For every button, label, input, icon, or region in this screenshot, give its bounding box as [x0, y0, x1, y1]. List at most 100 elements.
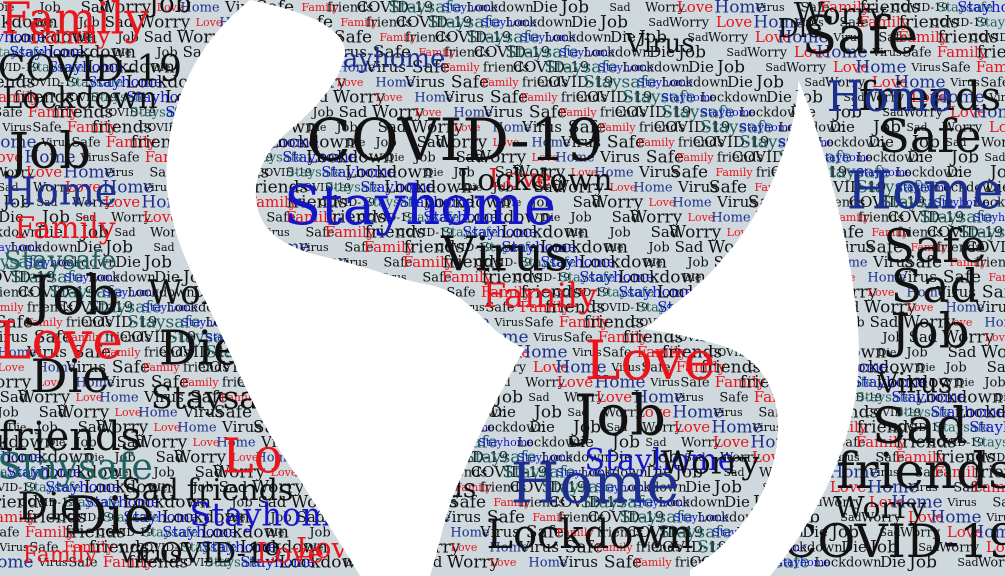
filler-word: Love	[908, 508, 944, 526]
filler-word: Home	[816, 43, 867, 63]
filler-word: Virus	[712, 406, 743, 419]
filler-word: Family	[181, 376, 219, 389]
filler-word: COVID-19	[319, 196, 375, 209]
filler-word: COVID-19	[654, 118, 731, 136]
filler-word: Safe	[680, 376, 709, 391]
cloud-word: Family	[483, 276, 599, 316]
filler-word: Die	[985, 178, 1005, 196]
filler-word: Lockdown	[934, 181, 1002, 196]
filler-word: Virus	[443, 88, 484, 106]
filler-word: Die	[917, 361, 936, 374]
filler-word: Job	[754, 73, 784, 93]
filler-word: Staysafe	[25, 481, 81, 496]
cloud-word: Lockdown	[457, 163, 612, 198]
filler-word: Virus	[949, 76, 980, 89]
filler-word: friends	[897, 226, 943, 241]
filler-word: Love	[76, 391, 103, 404]
filler-word: Home	[531, 136, 570, 151]
filler-word: Love	[947, 523, 983, 541]
filler-word: Family	[0, 508, 37, 526]
filler-word: Safe	[190, 388, 228, 408]
filler-word: COVID-19	[510, 478, 587, 496]
cloud-word: Worry	[834, 491, 927, 526]
filler-word: COVID-19	[931, 16, 987, 29]
filler-word: Lockdown	[619, 481, 687, 496]
filler-word: COVID-19	[435, 28, 512, 46]
filler-word: Sad	[645, 436, 666, 449]
filler-word: Virus	[557, 553, 598, 571]
filler-word: Staysafe	[466, 28, 539, 48]
filler-word: Family	[142, 361, 180, 374]
filler-word: Love	[610, 181, 637, 194]
filler-word: Staysafe	[817, 163, 890, 183]
filler-word: Safe	[670, 163, 708, 183]
filler-word: Safe	[526, 523, 564, 543]
filler-word: Worry	[645, 1, 686, 16]
filler-word: Staysafe	[67, 76, 123, 91]
filler-word: Virus	[0, 541, 29, 554]
filler-word: Virus	[560, 133, 601, 151]
filler-word: Sad	[78, 418, 107, 436]
filler-word: Safe	[29, 541, 58, 556]
filler-word: Die	[568, 433, 594, 451]
filler-word: Stayhome	[103, 286, 158, 299]
filler-word: Family	[556, 526, 594, 539]
filler-word: Worry	[720, 451, 761, 466]
cloud-word: Family	[14, 211, 115, 246]
filler-word: Love	[946, 316, 973, 329]
cloud-word: Home	[827, 72, 954, 121]
filler-word: friends	[636, 541, 682, 556]
filler-word: friends	[936, 241, 982, 256]
filler-word: Virus	[79, 151, 110, 164]
filler-word: Die	[529, 418, 555, 436]
cloud-word: Sad	[872, 397, 968, 455]
filler-word: Lockdown	[541, 451, 609, 466]
filler-word: Die	[646, 463, 672, 481]
filler-word: COVID-19	[97, 526, 153, 539]
filler-word: Die	[605, 241, 624, 254]
filler-word: Safe	[719, 391, 748, 406]
filler-word: Family	[949, 256, 987, 269]
filler-word: COVID-19	[514, 271, 570, 284]
filler-word: friends	[717, 151, 763, 166]
filler-word: COVID-19	[0, 481, 36, 494]
filler-word: Home	[102, 178, 153, 198]
filler-word: Virus	[754, 1, 785, 14]
filler-word: COVID-19	[474, 43, 551, 61]
filler-word: Home	[633, 388, 684, 408]
cloud-word: COVID-19	[138, 537, 281, 570]
filler-word: COVID-19	[471, 463, 548, 481]
filler-word: Job	[685, 256, 708, 271]
filler-word: Safe	[529, 103, 567, 123]
filler-word: Stayhome	[0, 448, 43, 466]
filler-word: COVID-19	[592, 301, 648, 314]
filler-word: Sad	[882, 106, 903, 119]
filler-word: Staysafe	[502, 463, 575, 483]
filler-word: Staysafe	[937, 1, 993, 16]
cloud-word: Love	[256, 537, 324, 570]
filler-word: Die	[907, 148, 933, 166]
filler-word: Love	[907, 301, 934, 314]
cloud-word: Lockdown	[487, 512, 694, 558]
filler-word: Stayhome	[637, 76, 692, 89]
filler-word: Stayhome	[321, 163, 397, 181]
filler-word: Die	[571, 13, 597, 31]
filler-word: Worry	[72, 196, 113, 211]
cloud-word: Stayhome	[584, 443, 735, 478]
filler-word: Die	[956, 376, 975, 389]
filler-word: Die	[683, 271, 702, 284]
filler-word: Sad	[378, 118, 407, 136]
filler-word: Worry	[447, 553, 500, 573]
filler-word: COVID-19	[966, 238, 1005, 256]
filler-word: friends	[597, 526, 643, 541]
filler-word: Die	[386, 151, 405, 164]
filler-word: Lockdown	[0, 226, 39, 241]
filler-word: Lockdown	[9, 28, 97, 48]
filler-word: COVID-19	[537, 73, 614, 91]
filler-word: Love	[571, 166, 598, 179]
filler-word: Die	[727, 73, 753, 91]
cloud-word: Love	[489, 164, 552, 194]
filler-word: Love	[493, 136, 520, 149]
filler-word: Family	[598, 121, 636, 134]
filler-word: Staysafe	[0, 253, 45, 273]
